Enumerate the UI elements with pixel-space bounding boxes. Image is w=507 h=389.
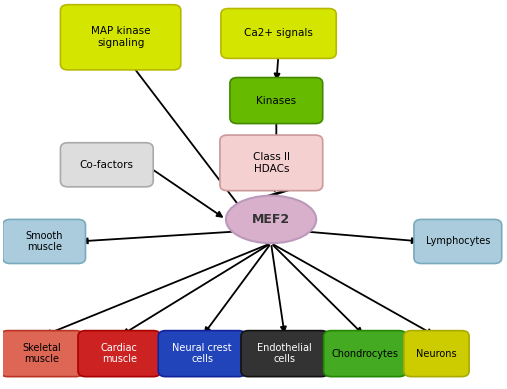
Text: Endothelial
cells: Endothelial cells bbox=[258, 343, 312, 364]
FancyBboxPatch shape bbox=[60, 143, 153, 187]
Text: Skeletal
muscle: Skeletal muscle bbox=[22, 343, 61, 364]
FancyBboxPatch shape bbox=[230, 77, 322, 124]
Text: MAP kinase
signaling: MAP kinase signaling bbox=[91, 26, 151, 48]
Text: MEF2: MEF2 bbox=[252, 213, 290, 226]
FancyBboxPatch shape bbox=[78, 331, 161, 377]
Text: Cardiac
muscle: Cardiac muscle bbox=[101, 343, 138, 364]
FancyBboxPatch shape bbox=[404, 331, 469, 377]
FancyBboxPatch shape bbox=[158, 331, 246, 377]
FancyBboxPatch shape bbox=[60, 5, 181, 70]
Text: Neurons: Neurons bbox=[416, 349, 457, 359]
FancyBboxPatch shape bbox=[220, 135, 322, 191]
Text: Neural crest
cells: Neural crest cells bbox=[172, 343, 232, 364]
Text: Lymphocytes: Lymphocytes bbox=[426, 237, 490, 247]
FancyBboxPatch shape bbox=[3, 219, 86, 263]
Text: Class II
HDACs: Class II HDACs bbox=[253, 152, 290, 173]
Text: Kinases: Kinases bbox=[256, 96, 297, 105]
FancyBboxPatch shape bbox=[414, 219, 502, 263]
FancyBboxPatch shape bbox=[323, 331, 407, 377]
FancyBboxPatch shape bbox=[241, 331, 329, 377]
FancyBboxPatch shape bbox=[221, 9, 336, 58]
Text: Chondrocytes: Chondrocytes bbox=[332, 349, 399, 359]
Text: Co-factors: Co-factors bbox=[80, 160, 134, 170]
Text: Smooth
muscle: Smooth muscle bbox=[25, 231, 63, 252]
Ellipse shape bbox=[226, 196, 316, 243]
Text: Ca2+ signals: Ca2+ signals bbox=[244, 28, 313, 39]
FancyBboxPatch shape bbox=[1, 331, 83, 377]
